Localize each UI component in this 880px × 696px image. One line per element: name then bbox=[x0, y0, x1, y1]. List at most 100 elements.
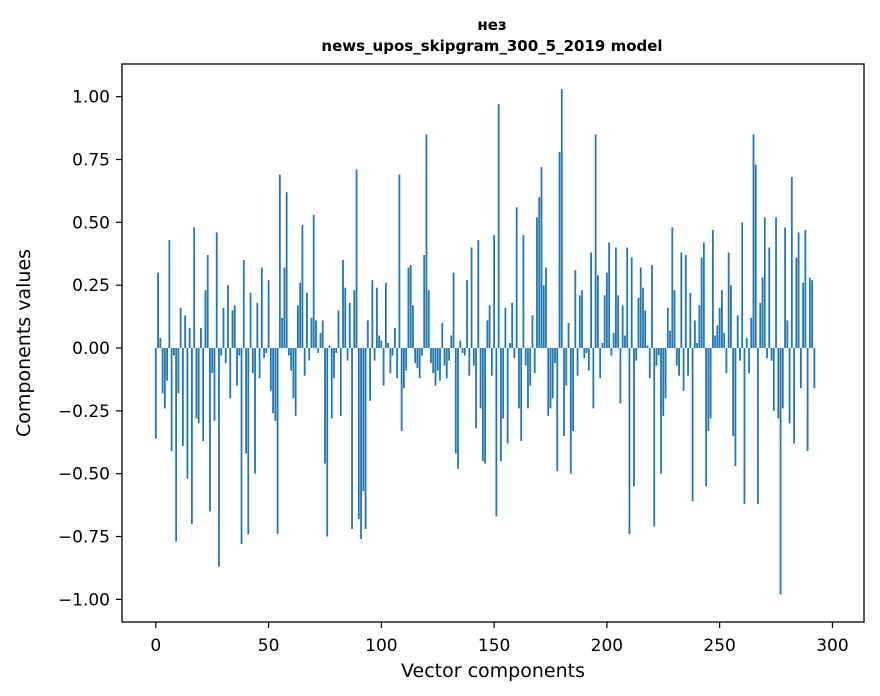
bar-52 bbox=[272, 348, 274, 414]
bar-239 bbox=[693, 320, 696, 349]
bar-192 bbox=[587, 348, 590, 371]
bar-186 bbox=[574, 270, 577, 349]
bar-128 bbox=[443, 348, 446, 366]
bar-285 bbox=[797, 232, 800, 349]
bar-76 bbox=[326, 348, 329, 537]
bar-120 bbox=[425, 134, 428, 349]
bar-264 bbox=[750, 317, 753, 349]
bar-151 bbox=[495, 348, 498, 517]
bar-251 bbox=[721, 290, 723, 349]
bar-256 bbox=[732, 348, 735, 436]
bar-281 bbox=[788, 348, 791, 424]
bar-221 bbox=[653, 348, 656, 527]
bar-105 bbox=[391, 348, 394, 356]
bar-30 bbox=[222, 307, 225, 349]
bar-185 bbox=[572, 348, 574, 431]
bar-258 bbox=[736, 315, 739, 349]
bar-5 bbox=[166, 348, 168, 381]
bar-187 bbox=[576, 348, 579, 376]
bar-27 bbox=[215, 232, 218, 349]
bar-33 bbox=[229, 348, 232, 399]
bar-70 bbox=[312, 214, 315, 349]
bar-19 bbox=[197, 348, 200, 424]
bar-217 bbox=[644, 310, 647, 349]
bar-26 bbox=[213, 348, 216, 421]
bar-224 bbox=[660, 348, 662, 474]
bar-241 bbox=[698, 305, 701, 349]
bar-229 bbox=[671, 227, 674, 349]
bar-123 bbox=[432, 348, 435, 374]
bar-40 bbox=[245, 348, 247, 454]
bar-99 bbox=[378, 335, 380, 349]
bar-220 bbox=[651, 265, 653, 349]
bar-152 bbox=[497, 104, 500, 349]
bar-208 bbox=[624, 335, 626, 349]
bar-266 bbox=[754, 164, 757, 349]
y-axis-ticks: 1.00 0.75 0.50 0.25 0.00 −0.25 −0.50 −0.75 −1.00 bbox=[58, 88, 122, 610]
bar-125 bbox=[436, 348, 439, 371]
bar-184 bbox=[569, 348, 572, 474]
bar-267 bbox=[757, 348, 759, 504]
bar-135 bbox=[459, 340, 462, 349]
bar-175 bbox=[549, 348, 552, 409]
bar-112 bbox=[407, 267, 410, 349]
bar-170 bbox=[538, 197, 541, 349]
bar-8 bbox=[172, 348, 175, 356]
bar-181 bbox=[563, 348, 565, 436]
bar-254 bbox=[727, 252, 730, 349]
bar-69 bbox=[310, 317, 313, 349]
y-tick-label: 0.25 bbox=[72, 276, 110, 296]
bar-200 bbox=[605, 272, 608, 349]
bar-58 bbox=[285, 192, 288, 349]
bar-132 bbox=[452, 272, 455, 349]
y-tick-label: −1.00 bbox=[58, 590, 110, 610]
bar-162 bbox=[520, 348, 523, 442]
bar-166 bbox=[529, 348, 532, 386]
bar-10 bbox=[177, 348, 180, 394]
bar-228 bbox=[669, 330, 671, 349]
bar-39 bbox=[242, 260, 245, 349]
bar-195 bbox=[594, 134, 597, 349]
x-axis-label: Vector components bbox=[401, 660, 585, 682]
bar-144 bbox=[479, 348, 482, 409]
bar-24 bbox=[209, 348, 211, 512]
bar-163 bbox=[522, 234, 525, 349]
bar-32 bbox=[227, 285, 229, 349]
bar-242 bbox=[700, 257, 703, 349]
bar-51 bbox=[269, 348, 272, 391]
bar-98 bbox=[375, 287, 378, 349]
bar-199 bbox=[603, 295, 606, 349]
bar-102 bbox=[384, 282, 387, 349]
bar-3 bbox=[161, 348, 164, 394]
bar-4 bbox=[163, 348, 166, 409]
bar-230 bbox=[673, 290, 676, 349]
bar-9 bbox=[175, 348, 178, 542]
bar-240 bbox=[696, 343, 698, 349]
bar-68 bbox=[308, 348, 311, 361]
bar-178 bbox=[556, 348, 559, 472]
bar-0 bbox=[154, 348, 157, 439]
bar-104 bbox=[389, 348, 392, 374]
bar-118 bbox=[421, 348, 423, 356]
bar-110 bbox=[403, 348, 405, 389]
x-tick-label: 50 bbox=[258, 636, 280, 656]
bar-81 bbox=[337, 310, 340, 349]
y-axis-label: Components values bbox=[13, 249, 35, 437]
bar-61 bbox=[292, 348, 295, 399]
bar-261 bbox=[743, 348, 746, 504]
bar-23 bbox=[206, 255, 209, 349]
bar-280 bbox=[786, 320, 789, 349]
bar-168 bbox=[533, 348, 536, 374]
bar-25 bbox=[211, 348, 214, 374]
bar-134 bbox=[457, 348, 459, 469]
bar-67 bbox=[306, 292, 308, 349]
bar-90 bbox=[357, 348, 360, 519]
bar-182 bbox=[565, 348, 568, 386]
bar-122 bbox=[430, 348, 432, 364]
bar-156 bbox=[506, 348, 509, 444]
bar-13 bbox=[184, 315, 187, 349]
y-tick-label: 0.75 bbox=[72, 151, 110, 171]
bar-73 bbox=[319, 332, 322, 349]
bar-91 bbox=[360, 348, 362, 540]
bar-194 bbox=[592, 348, 595, 409]
